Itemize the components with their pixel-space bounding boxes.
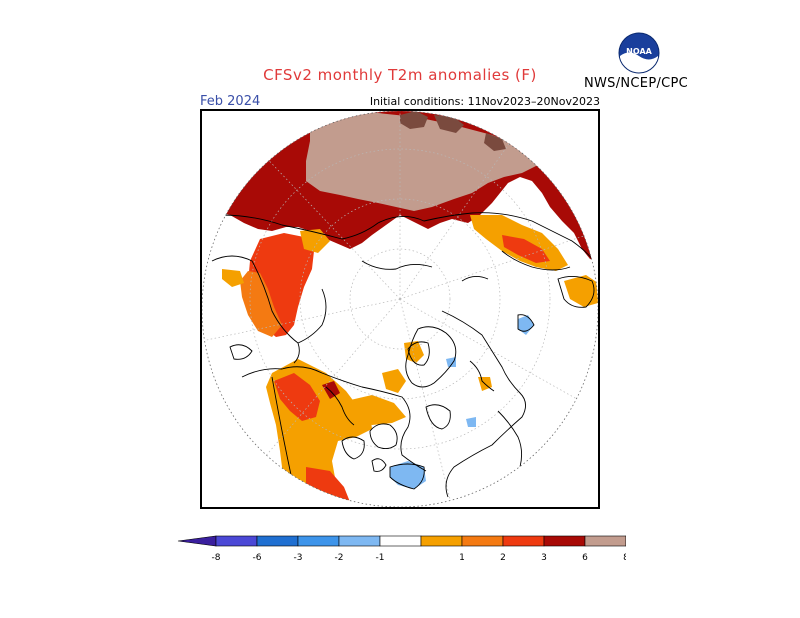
- anomaly-region-brown-1: [400, 111, 428, 129]
- agency-label: NWS/NCEP/CPC: [584, 76, 689, 91]
- legend-tick-label: 1: [459, 553, 465, 563]
- anomaly-region-orange-ne-europe: [222, 269, 244, 287]
- anomaly-region-orange-japan: [564, 275, 598, 307]
- legend-bin: [543, 535, 586, 547]
- legend-bin: [177, 535, 217, 547]
- legend-bin: [584, 535, 626, 547]
- anomaly-region-pink: [306, 111, 538, 211]
- legend-bin: [461, 535, 504, 547]
- anomaly-region-blue-1: [390, 461, 426, 489]
- anomaly-region-orange-greenland-2: [382, 369, 406, 393]
- anomaly-region-red-east-asia: [502, 235, 550, 263]
- noaa-logo: NOAA: [618, 32, 660, 74]
- forecast-period: Feb 2024: [200, 94, 261, 109]
- legend-tick-label: 6: [582, 553, 588, 563]
- anomaly-region-brown-3: [484, 133, 506, 151]
- legend-tick-label: 3: [541, 553, 547, 563]
- anomaly-region-orange-europe-2: [300, 229, 330, 253]
- legend-tick-label: -8: [212, 553, 221, 563]
- legend-tick-label: -2: [335, 553, 344, 563]
- legend-colorbar: -8 -6 -3 -2 -1 1 2 3 6 8: [177, 535, 626, 563]
- legend-bin: [338, 535, 381, 547]
- legend-bin: [502, 535, 545, 547]
- legend-tick-label: -6: [253, 553, 262, 563]
- anomaly-region-orange-arctic-canada: [346, 395, 406, 425]
- anomaly-region-blue-3: [446, 357, 456, 367]
- legend-bin: [256, 535, 299, 547]
- initial-conditions: Initial conditions: 11Nov2023–20Nov2023: [369, 95, 600, 108]
- legend-bin: [379, 535, 422, 547]
- legend-tick-label: 8: [623, 553, 626, 563]
- legend-bin: [297, 535, 340, 547]
- legend-tick-label: -1: [376, 553, 385, 563]
- anomaly-region-orange-europe: [240, 271, 282, 337]
- anomaly-region-blue-4: [466, 417, 476, 427]
- anomaly-region-red-coast: [322, 381, 340, 399]
- anomaly-region-orange-greenland: [404, 341, 424, 363]
- anomaly-region-brown-2: [434, 115, 464, 133]
- anomaly-region-red-north-america: [274, 373, 320, 421]
- polar-map: [200, 109, 600, 509]
- legend-bin: [215, 535, 258, 547]
- legend-bin: [420, 535, 463, 547]
- map-canvas: [202, 111, 598, 507]
- logo-text: NOAA: [626, 47, 652, 56]
- legend-tick-label: 2: [500, 553, 506, 563]
- coastlines: [211, 212, 595, 507]
- chart-title: CFSv2 monthly T2m anomalies (F): [263, 66, 537, 84]
- anomaly-region-blue-2: [518, 315, 534, 335]
- legend-tick-label: -3: [294, 553, 303, 563]
